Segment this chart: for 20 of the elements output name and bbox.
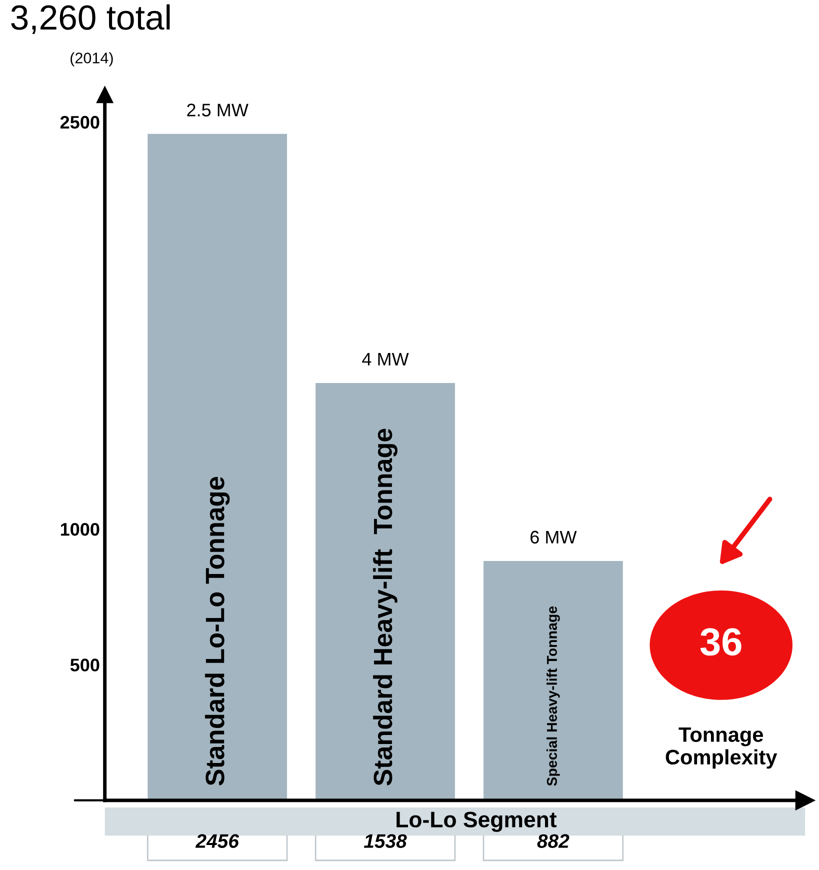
annotation: 2.5 MW [187, 104, 248, 116]
bar [484, 561, 623, 800]
annotation: 36 [700, 628, 742, 656]
chart-title: 3,260 total [11, 4, 170, 34]
annotation: Tonnage Complexity [666, 727, 778, 769]
data-label: 1538 [364, 834, 407, 848]
bar [148, 134, 288, 800]
x-axis-title: Lo-Lo Segment [396, 812, 557, 832]
data-label: 2456 [195, 834, 240, 848]
y-tick-label: 1000 [60, 522, 100, 536]
annotation: 6 MW [530, 530, 577, 544]
y-tick-label: 2500 [60, 116, 100, 129]
bar [316, 383, 455, 800]
data-label: 882 [537, 834, 570, 848]
x-tick-label: Special Heavy-lift Tonnage [546, 606, 560, 786]
y-tick-label: 500 [70, 658, 100, 672]
chart-subtitle: (2014) [70, 52, 113, 66]
annotation: 4 MW [362, 352, 409, 366]
x-tick-label: Standard Lo-Lo Tonnage [204, 476, 230, 786]
x-tick-label: Standard Heavy-lift Tonnage [373, 428, 398, 786]
